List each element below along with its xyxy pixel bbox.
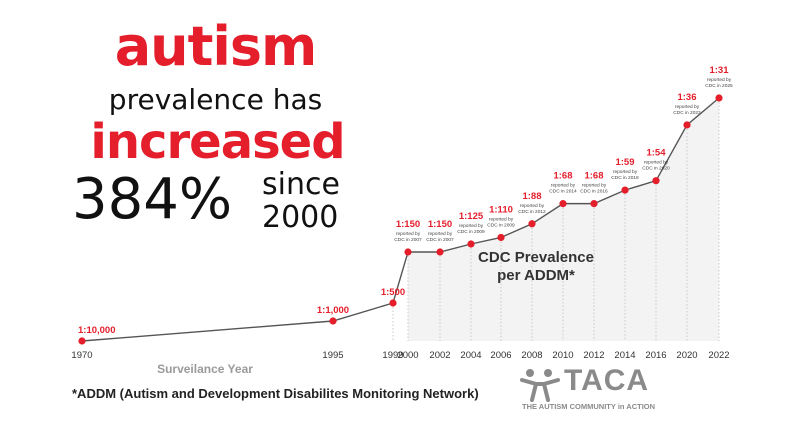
taca-logo: TACA THE AUTISM COMMUNITY in ACTION xyxy=(520,366,670,416)
x-tick-label: 2014 xyxy=(614,350,635,361)
data-point xyxy=(715,94,723,102)
data-note: reported by xyxy=(520,203,545,209)
headline-increased: increased xyxy=(90,114,345,170)
data-label: 1:125 xyxy=(459,211,484,222)
data-label: 1:68 xyxy=(553,171,572,182)
data-point xyxy=(528,220,536,228)
data-note: reported by xyxy=(613,169,638,175)
data-point xyxy=(467,240,475,248)
footnote: *ADDM (Autism and Development Disabilite… xyxy=(72,386,479,401)
data-note: CDC in 2007 xyxy=(394,237,422,243)
data-note: CDC in 2012 xyxy=(518,209,546,215)
headline: autism prevalence has increased 384% sin… xyxy=(0,0,370,240)
data-label: 1:1,000 xyxy=(317,305,349,316)
data-point xyxy=(329,317,337,325)
x-tick-label: 2012 xyxy=(583,350,604,361)
data-label: 1:150 xyxy=(428,219,452,230)
data-note: CDC in 2007 xyxy=(426,237,454,243)
data-point xyxy=(404,248,412,256)
x-tick-label: 2006 xyxy=(490,350,511,361)
data-label: 1:500 xyxy=(381,287,405,298)
data-note: reported by xyxy=(582,183,607,189)
data-note: CDC in 2009 xyxy=(487,222,515,228)
x-tick-label: 2022 xyxy=(708,350,729,361)
data-point xyxy=(78,337,86,345)
data-note: reported by xyxy=(459,223,484,229)
headline-since: since 2000 xyxy=(262,168,344,234)
data-point xyxy=(590,200,598,208)
data-label: 1:59 xyxy=(615,157,634,168)
data-note: CDC in 2018 xyxy=(611,175,639,181)
data-label: 1:110 xyxy=(489,204,513,215)
x-tick-label: 2016 xyxy=(645,350,666,361)
headline-autism: autism xyxy=(114,15,318,78)
x-tick-label: 2010 xyxy=(552,350,573,361)
data-label: 1:150 xyxy=(396,219,420,230)
x-tick-label: 2002 xyxy=(429,350,450,361)
data-label: 1:36 xyxy=(677,92,696,103)
data-note: CDC in 2020 xyxy=(642,166,670,172)
chart-center-label-line2: per ADDM* xyxy=(497,267,575,284)
data-point xyxy=(621,186,629,194)
data-label: 1:10,000 xyxy=(78,325,116,336)
data-point xyxy=(497,233,505,242)
headline-prevalence-has: prevalence has xyxy=(108,83,323,116)
data-note: CDC in 2016 xyxy=(580,189,608,195)
data-note: reported by xyxy=(396,231,421,237)
data-label: 1:68 xyxy=(584,171,603,182)
data-note: CDC in 2023 xyxy=(673,110,701,116)
headline-percent: 384% xyxy=(72,167,233,232)
data-label: 1:31 xyxy=(709,65,729,76)
data-note: reported by xyxy=(551,183,576,189)
data-note: reported by xyxy=(428,231,453,237)
data-note: reported by xyxy=(675,104,700,110)
data-note: CDC in 2014 xyxy=(549,189,577,195)
headline-since-year: 2000 xyxy=(262,200,339,235)
x-tick-label: 1995 xyxy=(322,350,343,361)
x-tick-label: 2000 xyxy=(397,350,418,361)
headline-since-word: since xyxy=(262,167,340,202)
logo-name: TACA xyxy=(564,364,650,397)
people-icon xyxy=(520,369,560,402)
x-tick-label: 2004 xyxy=(460,350,481,361)
data-point xyxy=(683,121,691,129)
data-label: 1:54 xyxy=(646,148,666,159)
x-axis-title: Surveilance Year xyxy=(157,362,253,376)
data-note: CDC in 2009 xyxy=(457,229,485,235)
x-tick-label: 1970 xyxy=(71,350,92,361)
data-note: CDC in 2025 xyxy=(705,83,733,89)
logo-tagline: THE AUTISM COMMUNITY in ACTION xyxy=(522,402,656,411)
x-tick-label: 1999 xyxy=(382,350,403,361)
x-tick-label: 2020 xyxy=(676,350,697,361)
data-label: 1:88 xyxy=(522,191,541,202)
data-note: reported by xyxy=(707,77,732,83)
x-tick-label: 2008 xyxy=(521,350,542,361)
data-point xyxy=(559,200,567,208)
data-note: reported by xyxy=(644,160,669,166)
series-line xyxy=(81,97,720,342)
data-point xyxy=(389,299,397,307)
data-note: reported by xyxy=(489,216,514,222)
data-point xyxy=(436,248,444,256)
data-point xyxy=(652,177,660,185)
chart-center-label-line1: CDC Prevalence xyxy=(478,249,594,266)
